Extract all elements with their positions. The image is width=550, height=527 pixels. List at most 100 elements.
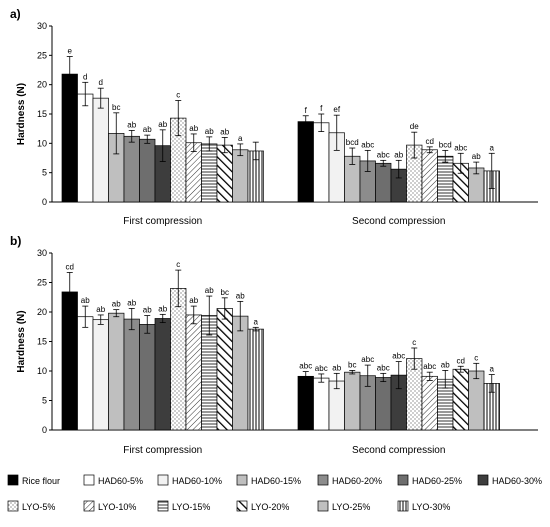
bar	[421, 149, 438, 203]
bar	[297, 121, 314, 203]
bar	[154, 318, 171, 431]
y-tick-label: 10	[37, 366, 47, 376]
significance-letter: a	[238, 134, 243, 143]
y-axis-title: Hardness (N)	[16, 310, 27, 372]
significance-letter: abc	[361, 355, 374, 364]
significance-letter: ab	[441, 360, 450, 369]
bar	[139, 138, 156, 203]
significance-letter: bc	[348, 360, 356, 369]
significance-letter: a	[490, 365, 495, 374]
significance-letter: d	[99, 78, 103, 87]
significance-letter: ab	[127, 120, 136, 129]
bar	[297, 375, 314, 431]
significance-letter: e	[68, 47, 73, 56]
significance-letter: ab	[81, 296, 90, 305]
significance-letter: ab	[189, 296, 198, 305]
y-tick-label: 30	[37, 21, 47, 31]
bar	[61, 73, 78, 203]
y-tick-label: 10	[37, 138, 47, 148]
y-tick-label: 5	[42, 396, 47, 406]
significance-letter: c	[474, 353, 478, 362]
legend-label: HAD60-25%	[412, 476, 462, 486]
y-tick-label: 15	[37, 109, 47, 119]
significance-letter: abc	[299, 362, 312, 371]
group-label: Second compression	[352, 445, 445, 456]
panel-label: b)	[10, 234, 21, 248]
significance-letter: c	[176, 260, 180, 269]
significance-letter: abc	[423, 362, 436, 371]
legend-label: LYO-15%	[172, 502, 210, 512]
legend-label: HAD60-20%	[332, 476, 382, 486]
significance-letter: bcd	[439, 140, 452, 149]
legend-swatch	[477, 474, 489, 486]
bar	[313, 377, 330, 431]
significance-letter: c	[176, 91, 180, 100]
legend-swatch	[397, 500, 409, 512]
significance-letter: ab	[236, 291, 245, 300]
bar	[216, 308, 233, 431]
legend-swatch	[317, 500, 329, 512]
bar	[108, 312, 125, 431]
legend-swatch	[83, 500, 95, 512]
significance-letter: c	[412, 338, 416, 347]
bar	[77, 316, 94, 431]
significance-letter: ef	[333, 105, 340, 114]
legend-label: HAD60-10%	[172, 476, 222, 486]
legend-swatch	[157, 474, 169, 486]
bar	[437, 155, 454, 203]
legend-swatch	[157, 500, 169, 512]
legend-label: HAD60-5%	[98, 476, 143, 486]
significance-letter: d	[83, 72, 87, 81]
y-tick-label: 25	[37, 278, 47, 288]
significance-letter: ab	[96, 305, 105, 314]
significance-letter: ab	[394, 150, 403, 159]
bar	[247, 328, 264, 431]
bar	[468, 370, 485, 431]
significance-letter: bc	[221, 288, 229, 297]
significance-letter: ab	[112, 300, 121, 309]
significance-letter: bc	[112, 103, 120, 112]
significance-letter: ab	[158, 120, 167, 129]
significance-letter: a	[490, 143, 495, 152]
bar	[185, 314, 202, 431]
significance-letter: ab	[158, 304, 167, 313]
bar	[375, 162, 392, 203]
y-tick-label: 0	[42, 425, 47, 435]
significance-letter: abc	[361, 140, 374, 149]
bar	[421, 375, 438, 431]
y-axis-title: Hardness (N)	[16, 83, 27, 145]
significance-letter: ab	[205, 127, 214, 136]
bar	[170, 288, 187, 431]
significance-letter: ab	[189, 124, 198, 133]
legend-swatch	[83, 474, 95, 486]
significance-letter: ab	[205, 286, 214, 295]
legend-swatch	[7, 474, 19, 486]
legend-label: LYO-25%	[332, 502, 370, 512]
legend-swatch	[317, 474, 329, 486]
legend-label: HAD60-30%	[492, 476, 542, 486]
legend-label: LYO-30%	[412, 502, 450, 512]
y-tick-label: 20	[37, 307, 47, 317]
bar	[344, 371, 361, 431]
significance-letter: cd	[457, 356, 465, 365]
bar	[92, 97, 109, 203]
significance-letter: ab	[143, 125, 152, 134]
y-tick-label: 30	[37, 248, 47, 258]
legend-swatch	[236, 500, 248, 512]
y-tick-label: 15	[37, 337, 47, 347]
bar	[61, 291, 78, 431]
group-label: First compression	[123, 216, 202, 227]
bar	[216, 144, 233, 203]
significance-letter: abc	[377, 150, 390, 159]
significance-letter: a	[254, 317, 259, 326]
significance-letter: f	[320, 104, 323, 113]
significance-letter: abc	[377, 363, 390, 372]
legend-swatch	[236, 474, 248, 486]
y-tick-label: 5	[42, 168, 47, 178]
significance-letter: de	[410, 122, 419, 131]
y-tick-label: 0	[42, 197, 47, 207]
significance-letter: abc	[315, 364, 328, 373]
bar	[313, 122, 330, 203]
bar	[232, 149, 249, 203]
